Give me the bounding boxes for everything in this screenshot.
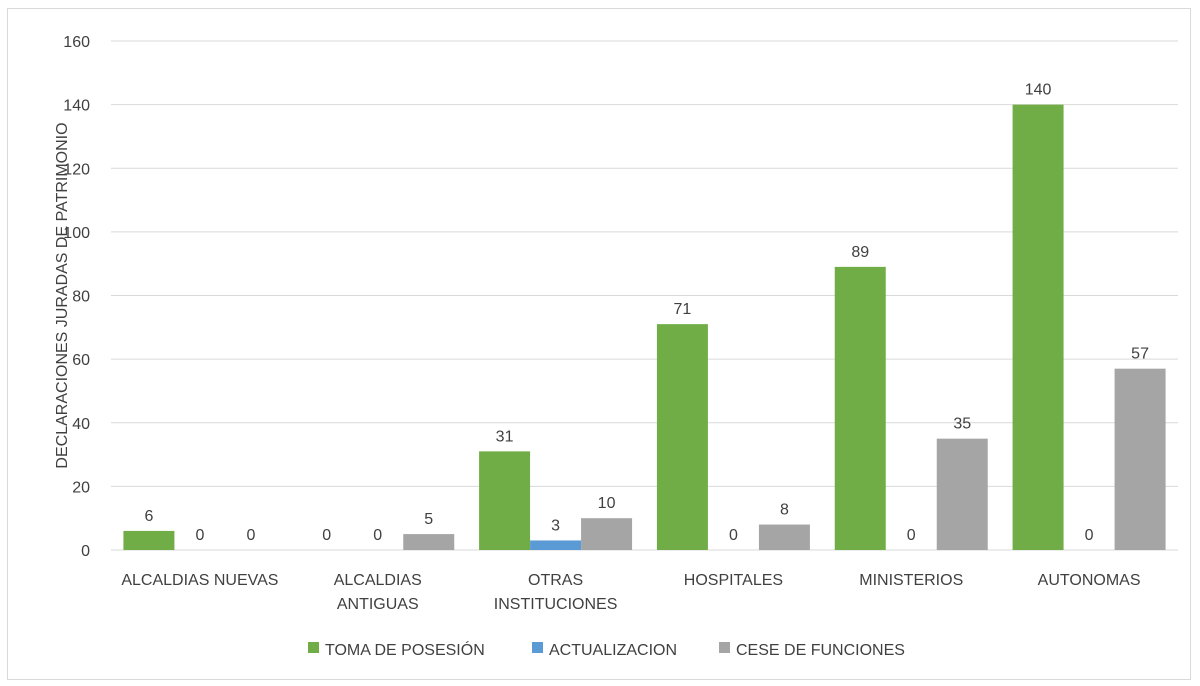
chart-frame: 0 20 40 60 80 100 120 140 160 6 0 31 71 89 140 0 0 3 0 0 0 0… [7, 8, 1191, 680]
y-tick-label: 40 [72, 416, 90, 433]
x-category-label: MINISTERIOS [859, 572, 963, 589]
x-category-label: AUTONOMAS [1038, 572, 1141, 589]
legend-swatch [719, 642, 730, 653]
legend-label: TOMA DE POSESIÓN [325, 640, 485, 659]
data-label: 10 [598, 495, 616, 512]
legend-label: ACTUALIZACION [549, 642, 677, 659]
bar [479, 451, 531, 550]
x-axis-categories: ALCALDIAS NUEVAS ALCALDIAS ANTIGUAS OTRAS IN… [121, 572, 1140, 613]
data-labels: 6 0 31 71 89 140 0 0 3 0 0 0 0 5 10 8 35 57 [144, 82, 1149, 544]
data-label: 6 [144, 508, 153, 525]
bars [123, 104, 1166, 550]
x-category-label: HOSPITALES [684, 572, 783, 589]
y-tick-label: 160 [63, 34, 90, 51]
bar [1114, 368, 1166, 550]
data-label: 0 [246, 527, 255, 544]
data-label: 140 [1025, 82, 1052, 99]
data-label: 35 [953, 416, 971, 433]
x-category-label: ALCALDIAS NUEVAS [121, 572, 278, 589]
data-label: 57 [1131, 346, 1149, 363]
data-label: 71 [674, 301, 692, 318]
data-label: 0 [195, 527, 204, 544]
data-label: 0 [373, 527, 382, 544]
y-axis-ticks: 0 20 40 60 80 100 120 140 160 [63, 34, 90, 560]
y-tick-label: 120 [63, 161, 90, 178]
bar [530, 540, 582, 550]
data-label: 8 [780, 502, 789, 519]
legend-swatch [532, 642, 543, 653]
gridlines [111, 40, 1178, 551]
x-category-label: INSTITUCIONES [494, 596, 618, 613]
bar [581, 518, 633, 550]
bar [936, 438, 988, 550]
legend: TOMA DE POSESIÓN ACTUALIZACION CESE DE FUN… [308, 640, 905, 659]
x-category-label: ANTIGUAS [337, 596, 419, 613]
data-label: 89 [851, 244, 869, 261]
y-tick-label: 20 [72, 479, 90, 496]
data-label: 3 [551, 517, 560, 534]
legend-label: CESE DE FUNCIONES [736, 642, 905, 659]
data-label: 31 [496, 428, 514, 445]
bar [834, 266, 886, 550]
bar [1012, 104, 1064, 550]
x-category-label: ALCALDIAS [334, 572, 422, 589]
data-label: 0 [907, 527, 916, 544]
y-tick-label: 80 [72, 289, 90, 306]
bar [758, 524, 810, 550]
y-axis-title: DECLARACIONES JURADAS DE PATRIMONIO [54, 122, 71, 468]
data-label: 0 [1085, 527, 1094, 544]
data-label: 0 [322, 527, 331, 544]
y-tick-label: 100 [63, 225, 90, 242]
data-label: 5 [424, 511, 433, 528]
y-tick-label: 0 [81, 543, 90, 560]
x-category-label: OTRAS [528, 572, 583, 589]
y-tick-label: 140 [63, 98, 90, 115]
y-tick-label: 60 [72, 352, 90, 369]
bar [403, 534, 455, 550]
data-label: 0 [729, 527, 738, 544]
bar [123, 530, 175, 550]
bar [656, 324, 708, 550]
legend-swatch [308, 642, 319, 653]
